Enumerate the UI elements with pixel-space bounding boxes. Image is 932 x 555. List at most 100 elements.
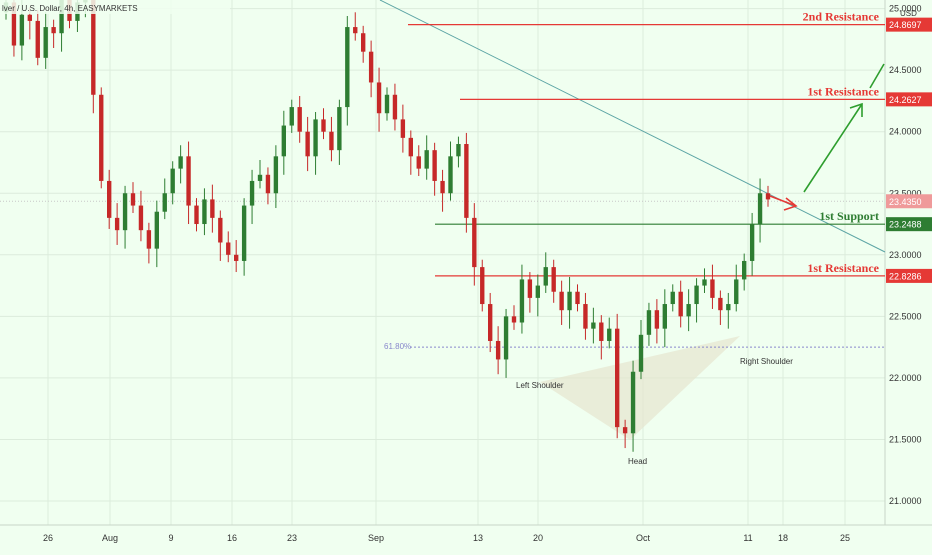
candle-body: [615, 328, 620, 428]
x-tick-label: 25: [840, 533, 850, 543]
candle-body: [646, 310, 652, 335]
candle-body: [654, 310, 660, 329]
candle-body: [710, 279, 715, 298]
candle-body: [51, 27, 56, 34]
candle-body: [162, 193, 167, 212]
candle-body: [670, 291, 675, 305]
candle-body: [607, 328, 612, 341]
support-1-label: 1st Support: [819, 209, 879, 223]
y-tick-label: 23.5000: [889, 188, 922, 198]
candle-body: [297, 107, 302, 132]
candle-body: [305, 131, 310, 157]
candle-body: [432, 150, 437, 181]
candle-body: [480, 267, 485, 305]
candle-body: [734, 279, 739, 305]
candle-body: [202, 199, 207, 225]
candle-body: [503, 316, 509, 360]
price-tag-bg: [886, 17, 932, 32]
candle-body: [178, 156, 183, 169]
projection-up-arrow-icon[interactable]: [803, 102, 863, 193]
candle-body: [368, 51, 374, 83]
y-tick-label: 25.0000: [889, 4, 922, 14]
x-tick-label: 13: [473, 533, 483, 543]
candle-body: [249, 180, 255, 206]
currency-label: USD: [900, 9, 917, 18]
candle-body: [535, 285, 540, 298]
candle-body: [353, 27, 358, 34]
candle-body: [749, 224, 755, 261]
candle-body: [226, 242, 231, 255]
price-tag-label: 23.2488: [889, 220, 922, 230]
candle-body: [495, 340, 501, 360]
left-shoulder-label: Left Shoulder: [516, 381, 564, 390]
candle-body: [400, 119, 406, 138]
candle-body: [281, 125, 286, 157]
candle-body: [19, 14, 25, 46]
candle-body: [122, 193, 128, 231]
candle-body: [35, 20, 40, 58]
candle-body: [662, 304, 667, 329]
candle-body: [91, 0, 96, 95]
candle-body: [138, 205, 144, 231]
candle-body: [678, 291, 683, 317]
price-tag-label: 24.2627: [889, 95, 922, 105]
candle-body: [511, 316, 517, 323]
x-tick-label: Sep: [368, 533, 384, 543]
price-tag-bg: [886, 268, 932, 283]
candle-body: [313, 119, 318, 157]
head-label: Head: [628, 457, 647, 466]
symbol-title: lver / U.S. Dollar, 4h, EASYMARKETS: [2, 4, 138, 13]
candle-body: [638, 334, 644, 372]
candle-body: [392, 94, 398, 120]
candle-body: [273, 156, 279, 194]
candle-body: [154, 211, 159, 249]
candle-body: [27, 14, 32, 21]
candle-body: [321, 119, 326, 132]
candle-body: [329, 131, 334, 151]
symbol-header-bg: [0, 0, 230, 14]
y-tick-label: 22.5000: [889, 311, 922, 321]
candle-body: [43, 27, 48, 58]
x-tick-label: Oct: [636, 533, 651, 543]
candle-body: [591, 322, 596, 329]
candle-body: [488, 304, 493, 341]
candle-body: [726, 304, 731, 311]
candle-body: [742, 260, 747, 280]
candle-body: [130, 193, 136, 206]
x-tick-label: 18: [778, 533, 788, 543]
candle-body: [99, 94, 104, 181]
resistance-2-label: 2nd Resistance: [803, 10, 880, 24]
candle-body: [107, 180, 112, 218]
price-tag-label: 24.8697: [889, 20, 922, 30]
candle-body: [464, 144, 469, 218]
candle-body: [567, 291, 572, 311]
x-tick-label: 23: [287, 533, 297, 543]
projection-down-arrow-icon[interactable]: [769, 195, 798, 211]
price-tag-bg: [886, 217, 932, 232]
candle-body: [765, 193, 771, 200]
candle-body: [527, 279, 533, 298]
candle-body: [551, 267, 556, 292]
candle-body: [289, 107, 294, 126]
fib-label: 61.80%: [384, 342, 411, 351]
candle-body: [376, 82, 382, 114]
time-axis[interactable]: 26 Aug 9 16 23 Sep 13 20 Oct 11 18 25: [43, 533, 850, 543]
price-tag-bg: [886, 194, 932, 209]
x-tick-label: Aug: [102, 533, 118, 543]
price-tags: 24.8697 24.2627 23.4350 23.2488 22.8286: [886, 17, 932, 283]
y-tick-label: 24.0000: [889, 127, 922, 137]
price-axis[interactable]: 25.0000 24.5000 24.0000 23.5000 23.0000 22.50…: [889, 4, 922, 506]
candle-body: [210, 199, 215, 218]
candle-body: [440, 180, 445, 194]
x-tick-label: 26: [43, 533, 53, 543]
candle-body: [11, 2, 17, 46]
price-tag-bg: [886, 92, 932, 107]
x-tick-label: 9: [168, 533, 173, 543]
candle-body: [241, 205, 247, 261]
trendline[interactable]: [379, 0, 886, 253]
candle-body: [686, 304, 691, 317]
projection-up-arrow-extension: [869, 63, 885, 89]
